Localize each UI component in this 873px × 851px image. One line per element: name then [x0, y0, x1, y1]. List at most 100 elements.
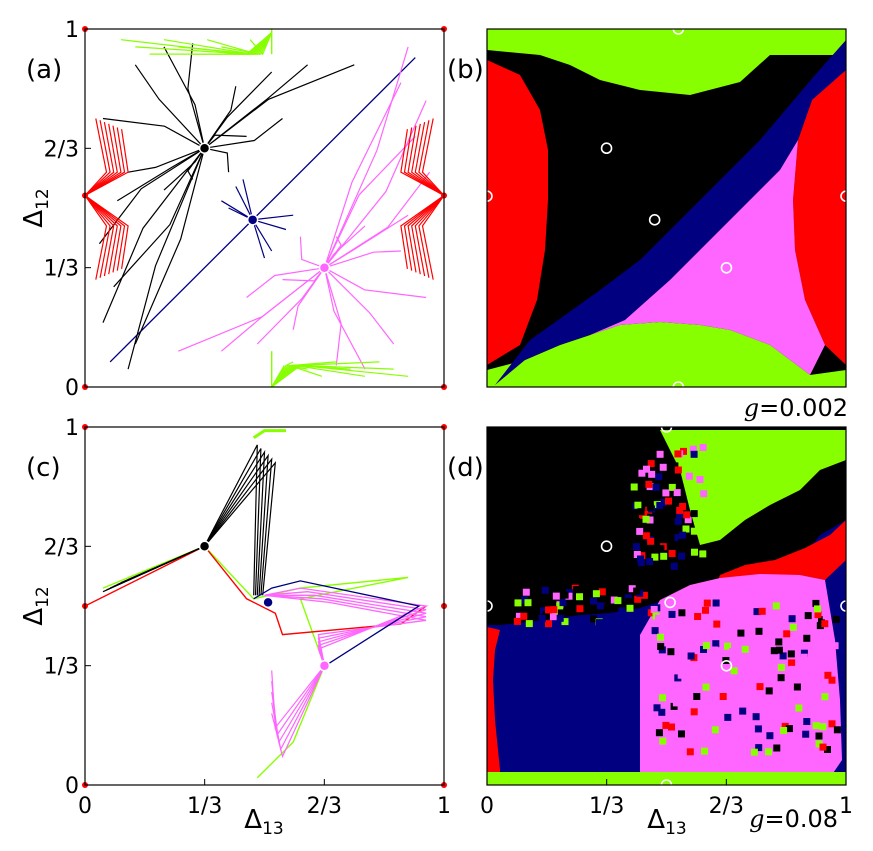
magenta-streamline: [178, 267, 325, 352]
panel-b-basin-map: [481, 23, 852, 393]
basin-cell: [656, 450, 664, 458]
basin-cell: [653, 634, 661, 642]
panel-c-y-ticks: 1 2/3 1/3 0: [44, 416, 91, 799]
basin-cell: [655, 614, 662, 622]
basin-cell: [649, 590, 657, 598]
red-streamline-left: [85, 195, 126, 271]
basin-cell: [739, 707, 747, 715]
magenta-trajectory: [271, 665, 325, 730]
magenta-streamline: [323, 135, 416, 269]
basin-cell: [542, 611, 550, 619]
basin-cell: [687, 652, 695, 660]
basin-cell: [633, 587, 641, 595]
basin-cell: [673, 489, 681, 497]
red-streamline-right: [421, 195, 444, 280]
black-trajectory: [120, 460, 277, 596]
basin-cell: [625, 597, 633, 605]
panel-b-basin-green-bottom: [487, 322, 846, 387]
blue-streamline: [221, 200, 254, 221]
basin-cell: [633, 551, 641, 558]
basin-cell: [626, 604, 634, 612]
basin-cell: [701, 747, 708, 755]
basin-cell: [592, 590, 600, 598]
basin-cell: [756, 683, 764, 691]
basin-cell: [552, 592, 560, 600]
basin-cell: [545, 606, 553, 614]
y-tick-label: 0: [65, 376, 79, 401]
y-tick-label: 1/3: [44, 257, 79, 282]
panel-d-basin-red-left: [487, 627, 500, 785]
basin-cell: [660, 552, 668, 560]
basin-cell: [702, 683, 710, 691]
blue-streamline: [235, 186, 254, 221]
panel-c-trajectories: [82, 424, 447, 788]
magenta-streamline: [324, 214, 409, 269]
basin-cell: [676, 506, 684, 514]
basin-marker: [720, 261, 733, 274]
panel-d-basin-map: [481, 421, 852, 791]
panel-label-a: (a): [26, 55, 62, 85]
x-tick-label: 2/3: [709, 794, 744, 819]
basin-cell: [520, 612, 528, 620]
basin-cell: [677, 671, 685, 679]
basin-cell: [657, 633, 664, 641]
basin-cell: [775, 638, 783, 646]
basin-cell: [525, 620, 533, 628]
basin-cell: [522, 588, 530, 596]
x-tick-label: 0: [78, 794, 92, 819]
basin-cell: [729, 647, 736, 655]
basin-cell: [775, 646, 783, 654]
black-streamline: [204, 64, 355, 149]
basin-cell: [703, 599, 711, 607]
basin-cell: [524, 599, 532, 607]
basin-cell: [696, 525, 704, 533]
basin-cell: [647, 537, 655, 545]
basin-marker: [648, 214, 661, 226]
basin-cell: [665, 562, 673, 570]
basin-cell: [788, 665, 796, 673]
basin-cell: [803, 634, 811, 642]
basin-cell: [752, 713, 760, 721]
red-streamline-left: [85, 195, 108, 280]
red-streamline-right: [418, 195, 444, 278]
basin-marker: [600, 540, 613, 553]
basin-cell: [670, 562, 678, 570]
basin-cell: [668, 723, 675, 731]
red-streamline-left: [85, 118, 108, 196]
basin-cell: [676, 511, 684, 518]
basin-cell: [541, 586, 549, 594]
basin-cell: [514, 599, 522, 607]
basin-cell: [803, 718, 811, 725]
blue-diagonal-trajectory: [109, 57, 416, 363]
basin-cell: [814, 605, 821, 613]
basin-cell: [668, 550, 676, 557]
annotation-g-top: g=0.002: [744, 394, 848, 422]
basin-cell: [545, 620, 552, 628]
x-tick-label: 1/3: [589, 794, 624, 819]
basin-cell: [793, 683, 801, 691]
basin-cell: [821, 620, 829, 628]
panel-d-scattered-cells: [499, 436, 841, 756]
basin-cell: [690, 510, 698, 518]
panel-b-basin-magenta: [560, 140, 825, 375]
basin-cell: [777, 663, 785, 671]
basin-cell: [674, 517, 682, 525]
green-streamline-top: [249, 32, 273, 56]
basin-cell: [561, 591, 569, 599]
basin-cell: [662, 721, 670, 729]
basin-cell: [653, 436, 660, 443]
basin-cell: [645, 480, 653, 488]
red-streamline-left: [85, 121, 115, 196]
panel-d-x-axis-label: Δ13: [647, 805, 686, 839]
panel-a-trajectories: [85, 29, 444, 387]
basin-cell: [785, 725, 793, 733]
basin-cell: [724, 713, 732, 721]
basin-cell: [665, 497, 672, 505]
basin-cell: [831, 642, 839, 650]
basin-cell: [728, 711, 736, 719]
black-streamline: [204, 118, 283, 149]
basin-cell: [699, 444, 707, 451]
basin-cell: [788, 615, 796, 623]
basin-cell: [690, 450, 698, 458]
